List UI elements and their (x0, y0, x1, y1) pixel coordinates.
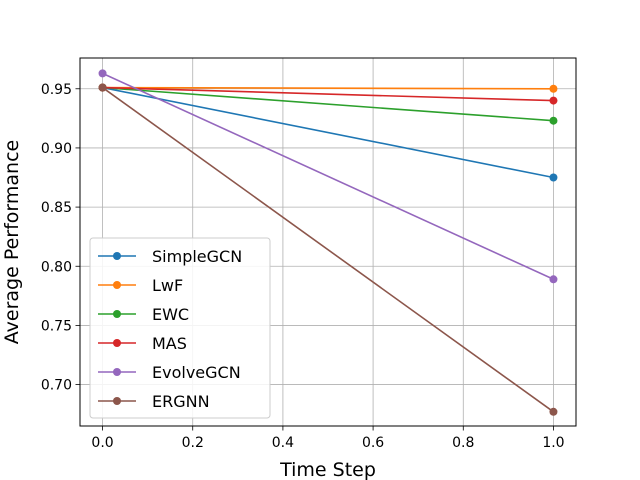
series-line-evolvegcn (102, 72, 554, 281)
x-axis-label: Time Step (279, 459, 376, 480)
data-point-mas (549, 96, 558, 105)
series-line-lwf (102, 86, 554, 90)
plot-frame (79, 57, 577, 427)
y-tick-label: 0.75 (41, 318, 72, 334)
legend-label-simplegcn: SimpleGCN (152, 247, 242, 266)
y-tick-label: 0.70 (41, 378, 72, 394)
series-line-simplegcn (102, 86, 554, 179)
x-tick-label: 0.8 (452, 435, 474, 451)
data-point-evolvegcn (549, 275, 558, 284)
legend-marker-simplegcn (113, 252, 121, 260)
data-point-ergnn (98, 83, 107, 92)
legend-marker-lwf (113, 281, 121, 289)
y-tick-label: 0.90 (41, 141, 72, 157)
y-tick-label: 0.95 (41, 82, 72, 98)
y-axis-ticks: 0.70 0.75 0.80 0.85 0.90 0.95 (41, 82, 80, 394)
legend-marker-ewc (113, 310, 121, 318)
legend-label-evolvegcn: EvolveGCN (152, 363, 241, 382)
data-point-ergnn (549, 407, 558, 416)
data-point-evolvegcn (98, 69, 107, 78)
x-tick-label: 0.0 (91, 435, 113, 451)
legend-label-ergnn: ERGNN (152, 392, 210, 411)
data-point-simplegcn (549, 173, 558, 182)
x-tick-label: 1.0 (542, 435, 564, 451)
legend: SimpleGCN LwF EWC MAS EvolveGCN ERGNN (89, 237, 271, 419)
legend-marker-evolvegcn (113, 368, 121, 376)
legend-label-ewc: EWC (152, 305, 189, 324)
series-lines (98, 69, 558, 416)
y-tick-label: 0.85 (41, 200, 72, 216)
x-tick-label: 0.4 (272, 435, 294, 451)
legend-box (89, 237, 271, 419)
data-point-ewc (549, 116, 558, 125)
x-tick-label: 0.2 (182, 435, 204, 451)
y-tick-label: 0.80 (41, 259, 72, 275)
legend-marker-mas (113, 339, 121, 347)
series-line-ergnn (102, 86, 554, 413)
series-line-ewc (102, 86, 554, 122)
x-tick-label: 0.6 (362, 435, 384, 451)
data-point-lwf (549, 84, 558, 93)
x-axis-ticks: 0.0 0.2 0.4 0.6 0.8 1.0 (91, 426, 565, 451)
series-line-mas (102, 86, 554, 102)
y-axis-label: Average Performance (1, 140, 23, 344)
legend-label-mas: MAS (152, 334, 187, 353)
legend-marker-ergnn (113, 397, 121, 405)
legend-label-lwf: LwF (152, 276, 183, 295)
